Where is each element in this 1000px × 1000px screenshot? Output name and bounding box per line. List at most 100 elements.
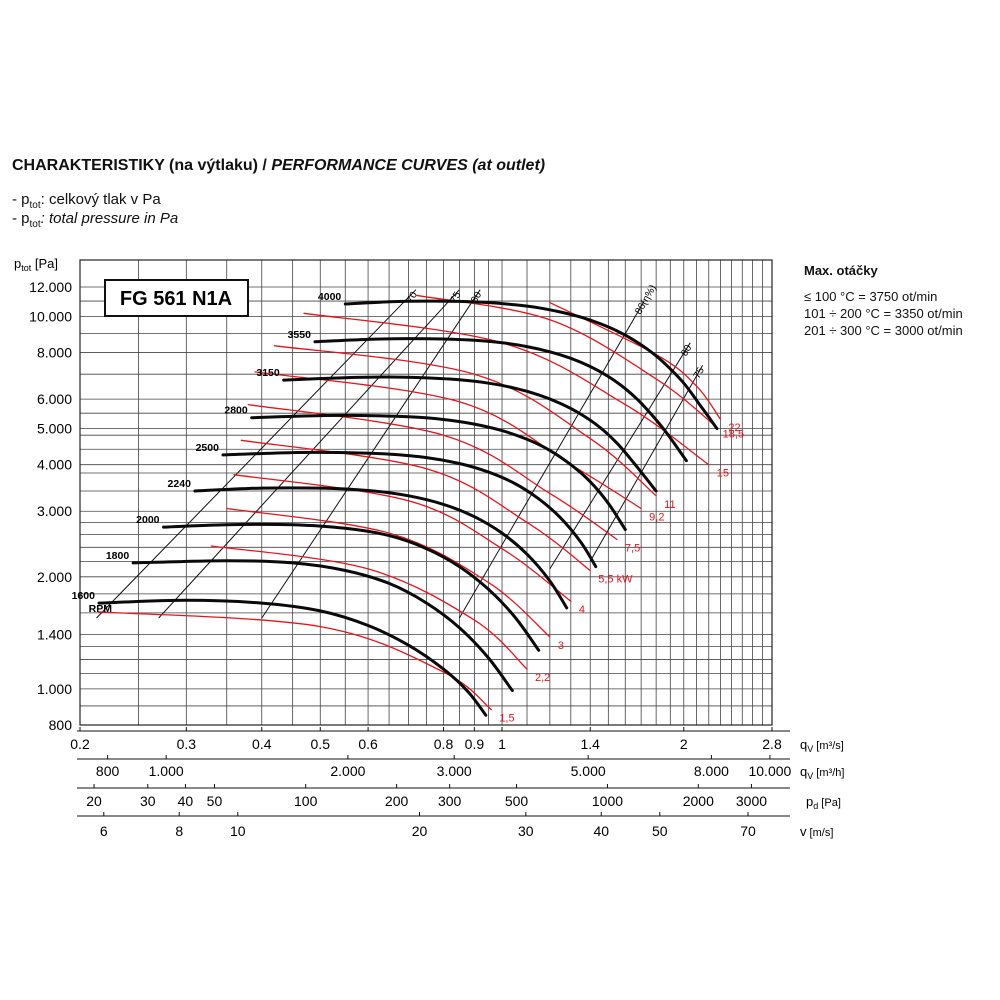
speed-curve-label: 1600 — [72, 590, 96, 602]
x-axis-label: qV [m³/h] — [800, 764, 844, 781]
power-curve-label: 7,5 — [625, 542, 640, 554]
speed-curve-label: 1800 — [106, 550, 130, 562]
x-axis-tick-label: 40 — [178, 793, 194, 809]
speed-curve — [343, 299, 719, 431]
y-tick-label: 1.000 — [37, 681, 72, 697]
x-axis-tick-label: 0.6 — [358, 736, 378, 752]
model-label: FG 561 N1A — [120, 288, 232, 310]
x-axis-tick-label: 1000 — [592, 793, 623, 809]
speed-curve-label: 2500 — [196, 442, 220, 454]
x-axis-tick-label: 0.2 — [70, 736, 90, 752]
power-curve — [226, 507, 551, 638]
x-axis-tick-label: 0.8 — [434, 736, 454, 752]
speed-curve-label: 2000 — [136, 514, 160, 526]
max-speed-line: 201 ÷ 300 °C = 3000 ot/min — [804, 323, 963, 338]
x-axis-tick-label: 10.000 — [748, 763, 791, 779]
speed-curve — [97, 598, 488, 717]
speed-curve-label: 4000 — [318, 291, 342, 303]
power-curve-label: 5,5 kW — [598, 573, 633, 585]
x-axis-tick-label: 2 — [680, 736, 688, 752]
x-axis-tick-label: 50 — [207, 793, 223, 809]
max-speed-line: 101 ÷ 200 °C = 3350 ot/min — [804, 306, 963, 321]
x-axis-label: v [m/s] — [800, 824, 833, 839]
power-curve — [247, 403, 618, 541]
max-speed-heading: Max. otáčky — [804, 263, 878, 278]
power-curve — [273, 345, 657, 497]
speed-curve-label: 2240 — [168, 478, 192, 490]
speed-curve — [250, 413, 627, 531]
x-axis-tick-label: 3000 — [736, 793, 767, 809]
legend-cz-prefix: - p — [12, 191, 30, 208]
x-axis-tick-label: 6 — [100, 823, 108, 839]
efficiency-label: 75 — [692, 365, 707, 381]
y-tick-label: 5.000 — [37, 421, 72, 437]
y-tick-label: 4.000 — [37, 457, 72, 473]
legend-en-text: : total pressure in Pa — [40, 210, 179, 227]
x-axis-tick-label: 30 — [518, 823, 534, 839]
legend-en-sub: tot — [29, 219, 41, 230]
x-axis-tick-label: 100 — [294, 793, 318, 809]
y-tick-label: 6.000 — [37, 391, 72, 407]
x-axis-tick-label: 20 — [412, 823, 428, 839]
x-axis-tick-label: 1.4 — [581, 736, 601, 752]
y-tick-label: 12.000 — [29, 279, 72, 295]
x-axis-tick-label: 300 — [438, 793, 462, 809]
y-tick-label: 1.400 — [37, 626, 72, 642]
x-axis-tick-label: 2000 — [683, 793, 714, 809]
legend-cz-sub: tot — [29, 200, 41, 211]
x-axis-label: pd [Pa] — [806, 794, 841, 811]
x-axis-tick-label: 30 — [140, 793, 156, 809]
y-tick-label: 3.000 — [37, 503, 72, 519]
power-curve-label: 2,2 — [535, 672, 550, 684]
title-english: PERFORMANCE CURVES (at outlet) — [271, 157, 546, 174]
rpm-label: RPM — [89, 603, 113, 615]
x-axis-label: qV [m³/s] — [800, 737, 844, 754]
x-axis-tick-label: 1.000 — [149, 763, 184, 779]
power-curve — [210, 545, 528, 670]
x-axis-tick-label: 10 — [230, 823, 246, 839]
x-axis-tick-label: 8 — [175, 823, 183, 839]
x-axis-tick-label: 500 — [505, 793, 529, 809]
x-axis-tick-label: 0.4 — [252, 736, 272, 752]
y-tick-label: 8.000 — [37, 345, 72, 361]
power-curve-label: 15 — [717, 468, 729, 480]
x-axis-tick-label: 800 — [96, 763, 120, 779]
efficiency-label: 86(η%) — [633, 283, 659, 316]
legend-english: - ptot: total pressure in Pa — [12, 210, 178, 230]
y-axis-label: ptot [Pa] — [14, 256, 58, 273]
x-axis-tick-label: 5.000 — [571, 763, 606, 779]
x-axis-tick-label: 2.8 — [762, 736, 782, 752]
speed-curve — [193, 486, 569, 610]
power-curve-label: 1,5 — [499, 713, 514, 725]
title-czech: CHARAKTERISTIKY (na výtlaku) / — [12, 157, 267, 174]
efficiency-line — [589, 364, 704, 562]
power-curve-label: 4 — [579, 604, 585, 616]
speed-curve-label: 2800 — [224, 405, 248, 417]
x-axis-tick-label: 70 — [740, 823, 756, 839]
efficiency-line — [458, 300, 645, 619]
power-curve — [240, 439, 591, 572]
efficiency-label: 70 — [405, 290, 420, 306]
x-axis-tick-label: 40 — [593, 823, 609, 839]
y-tick-label: 800 — [49, 717, 73, 733]
power-curve-label: 18,5 — [723, 428, 744, 440]
max-speed-line: ≤ 100 °C = 3750 ot/min — [804, 289, 938, 304]
power-curve — [303, 312, 710, 466]
x-axis-tick-label: 0.3 — [177, 736, 197, 752]
speed-curve-label: 3550 — [288, 329, 312, 341]
y-tick-label: 2.000 — [37, 569, 72, 585]
x-axis-tick-label: 50 — [652, 823, 668, 839]
x-axis-tick-label: 20 — [86, 793, 102, 809]
model-box — [104, 279, 249, 317]
x-axis-tick-label: 3.000 — [437, 763, 472, 779]
legend-en-prefix: - p — [12, 210, 30, 227]
power-curve-label: 3 — [558, 640, 564, 652]
power-curve-label: 9,2 — [649, 512, 664, 524]
y-tick-label: 10.000 — [29, 308, 72, 324]
power-curve-label: 11 — [664, 499, 675, 511]
power-curve — [233, 474, 572, 602]
legend-czech: - ptot: celkový tlak v Pa — [12, 191, 161, 211]
x-axis-tick-label: 0.9 — [465, 736, 485, 752]
efficiency-label: 80 — [679, 343, 694, 359]
